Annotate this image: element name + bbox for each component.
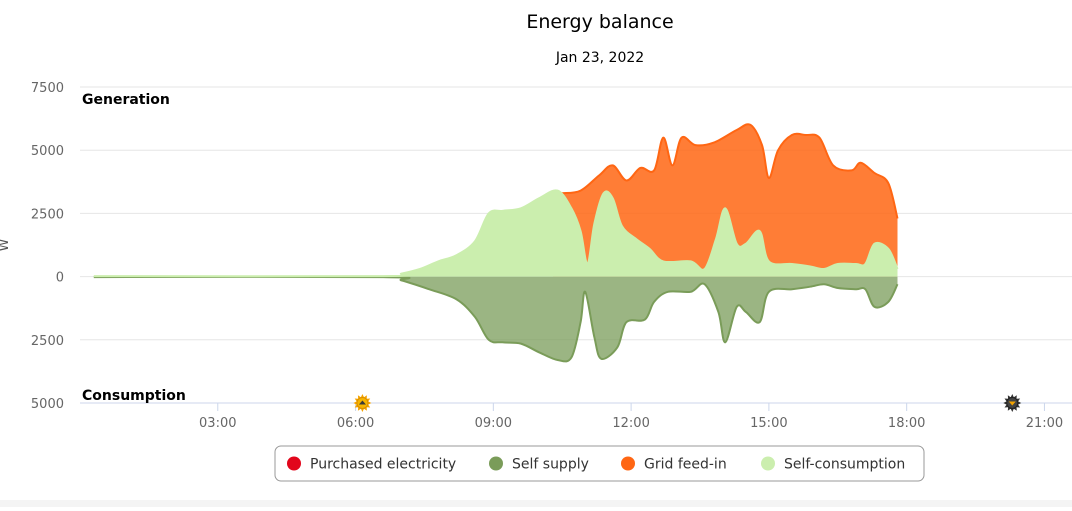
legend-label: Grid feed-in (644, 457, 727, 473)
y-tick-label: 7500 (31, 81, 64, 96)
legend-item-purchased-electricity[interactable]: Purchased electricity (287, 456, 456, 473)
y-tick-label: 2500 (31, 207, 64, 222)
series-line-grid-feed-in (552, 123, 899, 219)
legend-box (274, 445, 925, 482)
y-tick-label: 5000 (31, 144, 64, 159)
generation-section-label: Generation (82, 92, 170, 108)
chart-title: Energy balance (526, 11, 673, 33)
y-tick-label: 2500 (31, 334, 64, 349)
consumption-section-label: Consumption (82, 388, 186, 404)
sunrise-icon (353, 394, 372, 412)
x-tick-label: 03:00 (199, 416, 236, 431)
chart-subtitle: Jan 23, 2022 (555, 50, 644, 66)
series-line-self-supply (93, 275, 899, 363)
y-axis-label: W (0, 238, 12, 251)
legend-item-grid-feed-in[interactable]: Grid feed-in (621, 456, 727, 473)
x-tick-label: 21:00 (1026, 416, 1063, 431)
legend-swatch (287, 456, 301, 471)
x-tick-label: 15:00 (750, 416, 787, 431)
x-tick-label: 18:00 (888, 416, 925, 431)
footer-bar (0, 500, 1072, 507)
legend-swatch (761, 456, 775, 471)
legend: Purchased electricity Self supply Grid fee… (274, 445, 925, 482)
y-tick-label: 5000 (31, 397, 64, 412)
x-tick-label: 09:00 (475, 416, 512, 431)
y-tick-label: 0 (56, 271, 64, 286)
legend-label: Self supply (512, 457, 589, 473)
legend-label: Self-consumption (784, 457, 905, 473)
legend-swatch (621, 456, 635, 471)
series-area-grid-feed-in (553, 124, 898, 277)
series-line-self-consumption (93, 189, 899, 278)
legend-swatch (489, 456, 503, 471)
legend-item-self-consumption[interactable]: Self-consumption (761, 456, 905, 473)
legend-label: Purchased electricity (310, 457, 456, 473)
sunset-icon (1003, 394, 1022, 412)
x-tick-label: 12:00 (612, 416, 649, 431)
series-area-self-supply (93, 276, 898, 362)
legend-item-self-supply[interactable]: Self supply (489, 456, 589, 473)
x-tick-label: 06:00 (337, 416, 374, 431)
series-area-self-consumption (93, 190, 898, 277)
